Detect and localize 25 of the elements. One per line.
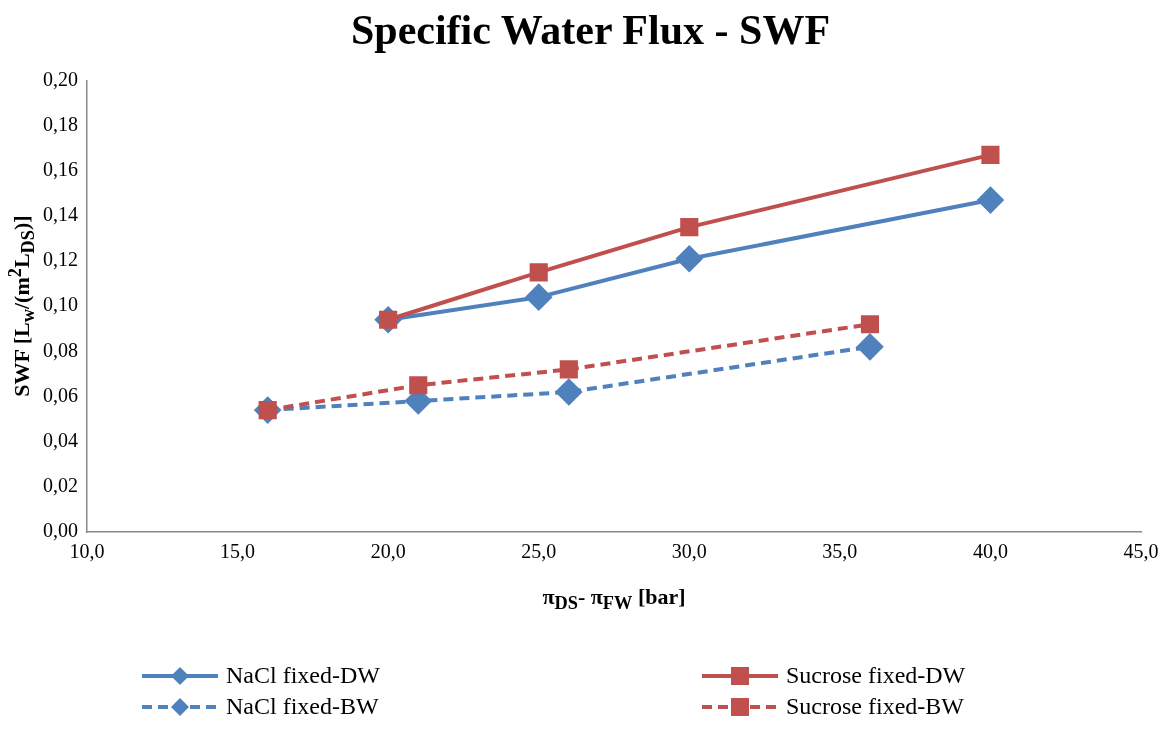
y-tick-label: 0,04 [43, 428, 78, 451]
x-tick-label: 45,0 [1123, 540, 1159, 563]
y-tick-label: 0,00 [43, 519, 78, 542]
x-tick-label: 15,0 [220, 540, 256, 563]
legend-label: NaCl fixed-DW [226, 662, 380, 689]
y-tick-label: 0,10 [43, 293, 78, 316]
x-tick-label: 35,0 [822, 540, 858, 563]
legend-label: NaCl fixed-BW [226, 693, 379, 720]
legend-label: Sucrose fixed-DW [786, 662, 966, 689]
y-tick-label: 0,02 [43, 474, 78, 497]
y-tick-label: 0,20 [43, 67, 78, 90]
y-tick-label: 0,06 [43, 383, 78, 406]
legend-label: Sucrose fixed-BW [786, 693, 964, 720]
x-tick-label: 40,0 [972, 540, 1008, 563]
x-tick-label: 20,0 [370, 540, 406, 563]
x-tick-label: 30,0 [671, 540, 707, 563]
y-tick-label: 0,14 [43, 203, 78, 226]
y-tick-label: 0,18 [43, 112, 78, 135]
y-tick-label: 0,08 [43, 338, 78, 361]
y-tick-label: 0,12 [43, 248, 78, 271]
x-tick-label: 10,0 [69, 540, 105, 563]
y-tick-label: 0,16 [43, 157, 78, 180]
x-axis-title: π$_{DS}$- π$_{FW}$ [bar] [542, 584, 686, 615]
chart-title: Specific Water Flux - SWF [350, 7, 831, 54]
x-tick-label: 25,0 [521, 540, 557, 563]
